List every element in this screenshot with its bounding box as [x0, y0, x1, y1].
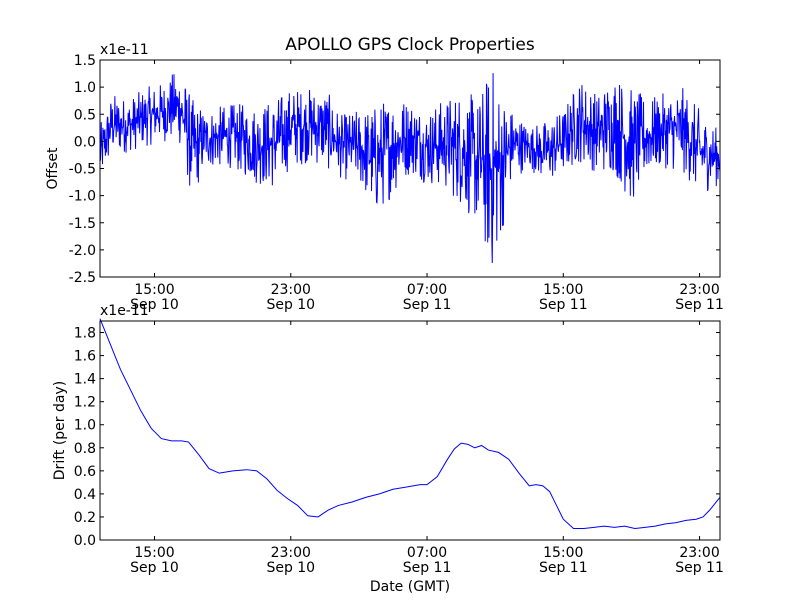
x-axis-label: Date (GMT) [370, 579, 450, 595]
x-tick-time: 07:00 [407, 545, 447, 561]
x-tick-time: 15:00 [134, 545, 174, 561]
y-tick-label: -2.5 [69, 270, 96, 286]
y-tick-label: 0.2 [74, 510, 96, 526]
x-tick-date: Sep 10 [266, 297, 315, 313]
y-tick-label: 0.8 [74, 441, 96, 457]
axis-offset-text: x1e-11 [100, 303, 149, 319]
y-tick-label: 1.8 [74, 326, 96, 342]
y-tick-label: 0.4 [74, 487, 96, 503]
x-tick-date: Sep 10 [266, 560, 315, 576]
plot-area [100, 321, 720, 540]
drift-series-line [99, 318, 721, 529]
y-tick-label: 1.2 [74, 395, 96, 411]
x-tick-time: 23:00 [271, 282, 311, 298]
y-tick-label: 0.5 [74, 107, 96, 123]
y-tick-label: 0.6 [74, 464, 96, 480]
x-tick-date: Sep 11 [539, 560, 588, 576]
y-tick-label: -0.5 [69, 162, 96, 178]
x-tick-date: Sep 11 [675, 297, 724, 313]
x-tick-date: Sep 10 [130, 297, 179, 313]
x-tick-time: 23:00 [679, 282, 719, 298]
x-tick-time: 23:00 [679, 545, 719, 561]
y-tick-label: 1.6 [74, 349, 96, 365]
x-tick-date: Sep 11 [403, 560, 452, 576]
y-tick-label: -2.0 [69, 243, 96, 259]
x-tick-time: 15:00 [543, 282, 583, 298]
y-tick-label: 1.0 [74, 418, 96, 434]
chart-title: APOLLO GPS Clock Properties [285, 35, 535, 55]
offset-panel: 1.51.00.50.0-0.5-1.0-1.5-2.0-2.515:00Sep… [45, 42, 724, 313]
axis-offset-text: x1e-11 [100, 42, 149, 58]
x-tick-time: 15:00 [134, 282, 174, 298]
y-axis-label: Drift (per day) [52, 381, 68, 480]
y-tick-label: -1.5 [69, 216, 96, 232]
x-tick-date: Sep 11 [539, 297, 588, 313]
y-tick-label: 1.4 [74, 372, 96, 388]
y-tick-label: 0.0 [74, 533, 96, 549]
x-tick-date: Sep 11 [403, 297, 452, 313]
x-tick-time: 15:00 [543, 545, 583, 561]
y-axis-label: Offset [45, 147, 61, 190]
y-tick-label: 0.0 [74, 134, 96, 150]
x-tick-date: Sep 11 [675, 560, 724, 576]
y-tick-label: -1.0 [69, 189, 96, 205]
offset-series-line [99, 73, 721, 264]
x-tick-date: Sep 10 [130, 560, 179, 576]
x-tick-time: 07:00 [407, 282, 447, 298]
y-tick-label: 1.0 [74, 80, 96, 96]
plot-frame [99, 320, 721, 541]
y-tick-label: 1.5 [74, 53, 96, 69]
x-tick-time: 23:00 [271, 545, 311, 561]
